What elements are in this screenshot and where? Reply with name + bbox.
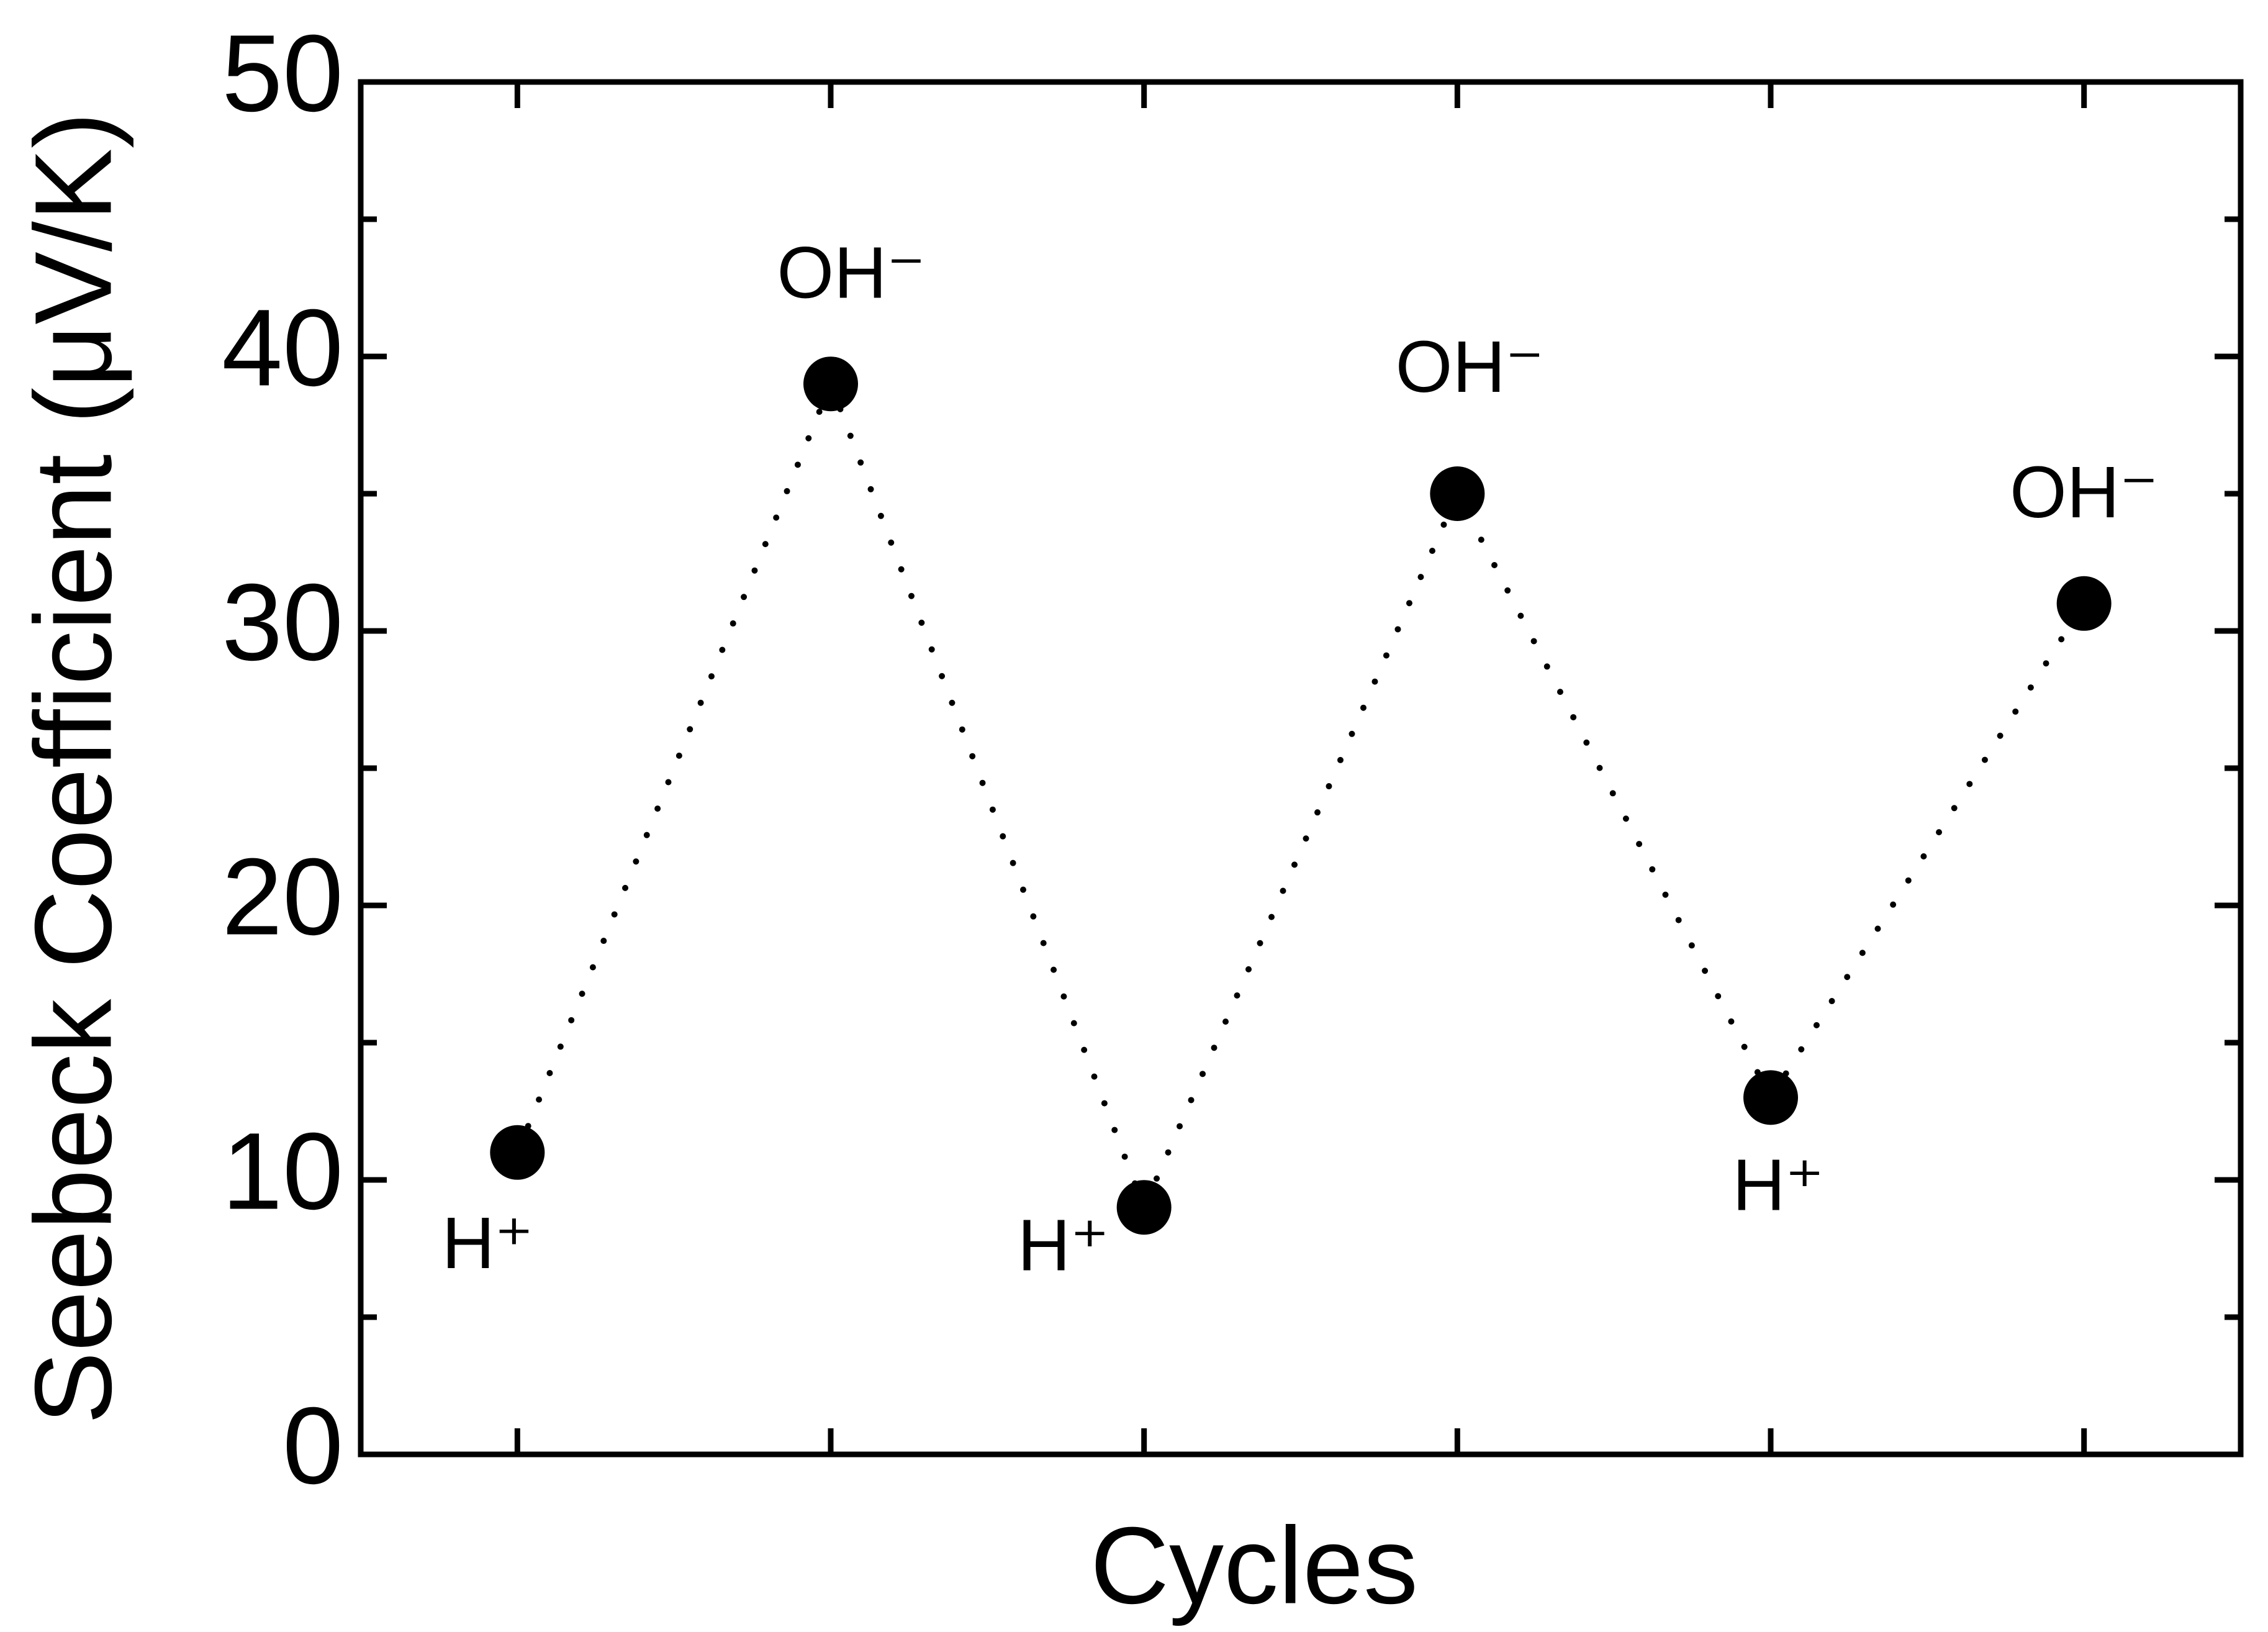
y-axis-title: Seebeck Coefficient (μV/K) bbox=[12, 112, 134, 1424]
point-label: OH⁻ bbox=[1396, 326, 1544, 408]
y-tick-label: 40 bbox=[222, 287, 343, 409]
data-point bbox=[1430, 466, 1485, 521]
data-point bbox=[1116, 1180, 1172, 1235]
y-tick-label: 50 bbox=[222, 12, 343, 134]
data-line bbox=[514, 375, 2087, 1216]
data-point bbox=[803, 356, 858, 412]
y-tick-label: 20 bbox=[222, 836, 343, 958]
point-label: H⁺ bbox=[442, 1202, 534, 1284]
data-point bbox=[2056, 576, 2112, 631]
x-axis-title: Cycles bbox=[1090, 1505, 1418, 1626]
y-tick-label: 30 bbox=[222, 561, 343, 683]
point-label: H⁺ bbox=[1018, 1204, 1109, 1286]
y-tick-label: 0 bbox=[282, 1385, 343, 1507]
point-label: OH⁻ bbox=[2010, 451, 2158, 533]
point-label: OH⁻ bbox=[777, 232, 925, 314]
point-label: H⁺ bbox=[1732, 1145, 1824, 1226]
y-tick-label: 10 bbox=[222, 1110, 343, 1232]
plot-frame bbox=[358, 79, 2244, 1457]
data-point bbox=[490, 1125, 545, 1180]
data-point bbox=[1743, 1070, 1798, 1125]
